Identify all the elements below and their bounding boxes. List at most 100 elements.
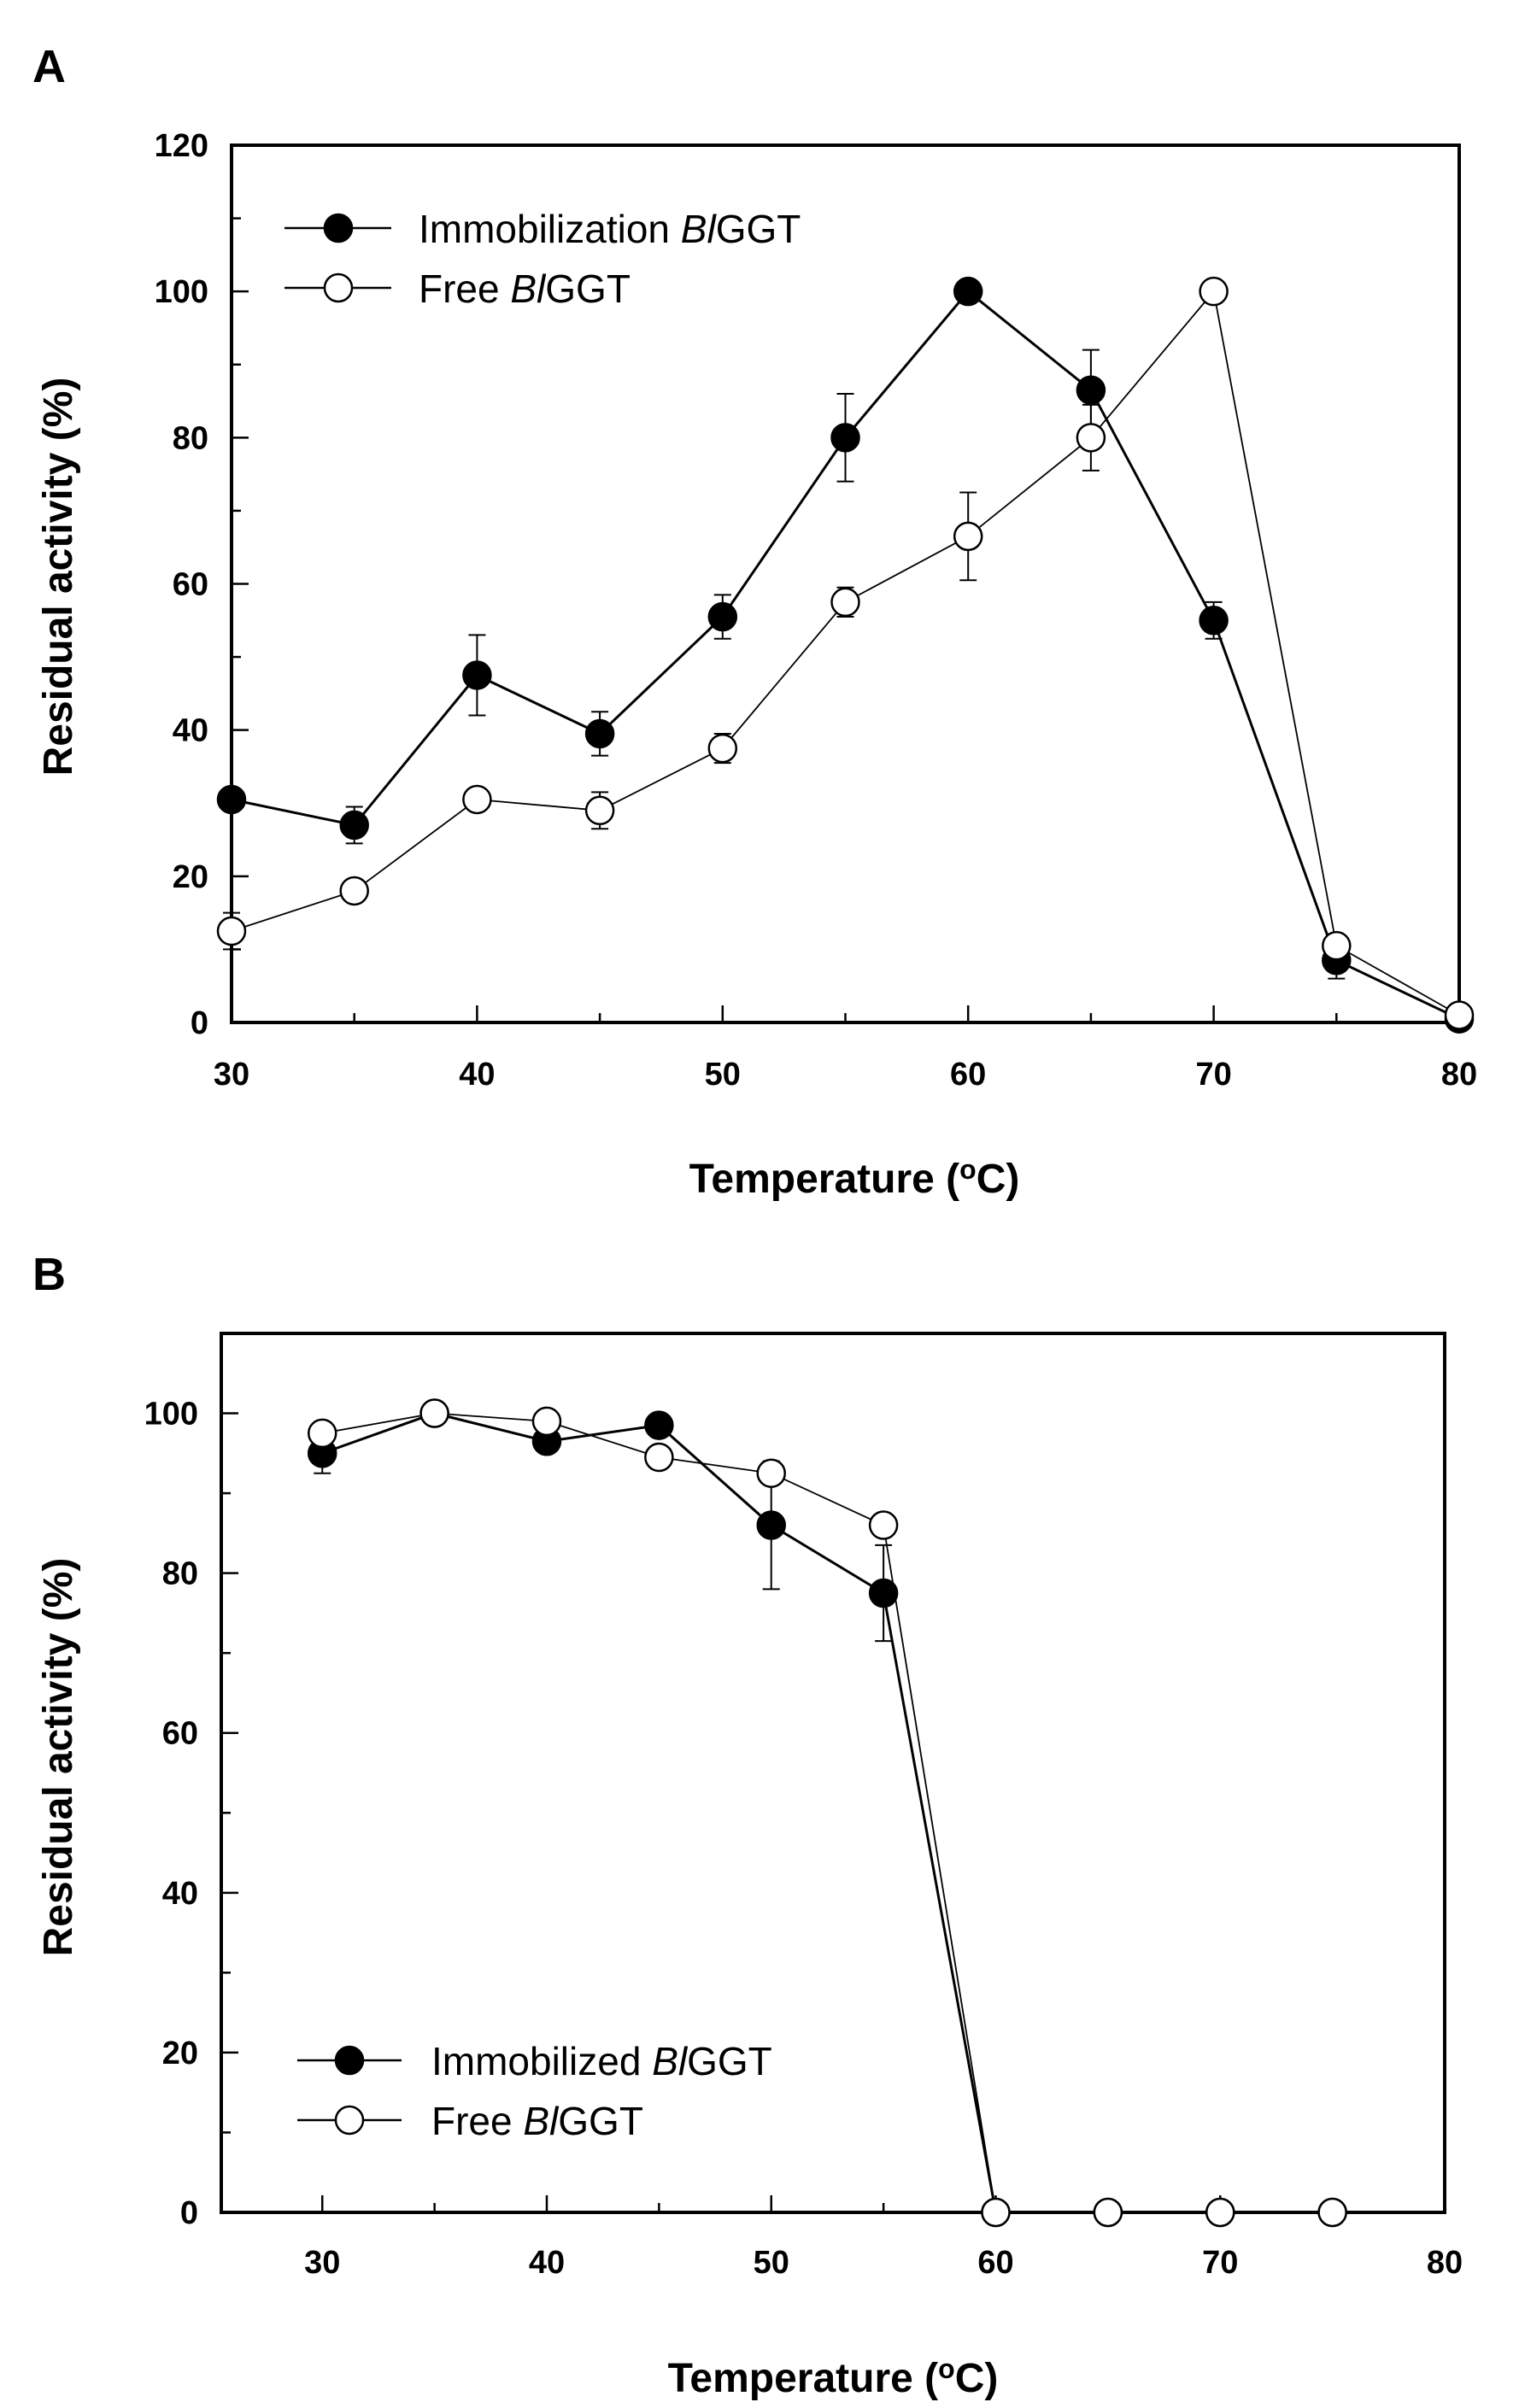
data-point-a-immobilized: [584, 718, 615, 749]
data-point-a-free: [462, 784, 492, 815]
legend-label-free-b-italic: Bl: [523, 2099, 560, 2143]
x-tick-label-b: 30: [304, 2245, 340, 2281]
y-tick-label-b: 0: [180, 2195, 198, 2231]
legend-label-immobilized: Immobilized BlGGT: [431, 2039, 772, 2083]
data-point-b-free: [981, 2197, 1011, 2228]
data-point-a-immobilized: [462, 660, 492, 690]
data-point-b-free: [1205, 2197, 1235, 2228]
legend-label-free-a-italic: Bl: [510, 267, 547, 311]
data-point-a-free: [339, 876, 369, 906]
plot-frame-a: [230, 144, 1461, 1024]
x-axis-title-a: Temperature (oC): [689, 1154, 1020, 1202]
y-tick-label-a: 120: [155, 128, 208, 164]
x-tick-label-a: 40: [459, 1057, 495, 1093]
data-point-a-free: [953, 521, 983, 552]
y-tick-label-a: 80: [173, 420, 208, 456]
legend-marker-immobilization: [323, 213, 354, 243]
y-axis-title-b: Residual activity (%): [36, 1558, 81, 1957]
legend-label-free-b-prefix: Free: [431, 2099, 523, 2143]
y-tick-label-a: 0: [191, 1005, 208, 1041]
x-tick-label-b: 60: [977, 2245, 1013, 2281]
plot-area-b: 30 40 50 60 70 80 0 20 40 60 80 100: [144, 1332, 1463, 2281]
legend-marker-free-a: [323, 272, 354, 303]
x-axis-title-b-sup: o: [938, 2353, 955, 2384]
data-point-b-immobilized: [644, 1410, 674, 1440]
data-point-a-free: [830, 587, 860, 618]
y-tick-label-a: 60: [173, 567, 208, 603]
x-tick-label-b: 80: [1427, 2245, 1463, 2281]
data-point-a-immobilized: [216, 784, 247, 815]
data-point-a-free: [1199, 276, 1229, 307]
series-line-b-immobilized: [321, 1411, 1333, 2214]
panel-label-b: B: [32, 1249, 66, 1300]
legend-a: Immobilization BlGGT Free BlGGT: [284, 207, 801, 311]
data-point-b-free: [1093, 2197, 1123, 2228]
data-point-b-free: [1317, 2197, 1347, 2228]
legend-label-free-a: Free BlGGT: [419, 267, 631, 311]
data-point-b-free: [868, 1510, 899, 1540]
panel-b: B Residual activity (%) Temperature (oC)…: [32, 1249, 1463, 2401]
legend-b: Immobilized BlGGT Free BlGGT: [297, 2039, 772, 2143]
legend-label-immobilization-italic: Bl: [681, 207, 718, 251]
x-tick-label-a: 80: [1441, 1057, 1477, 1093]
legend-label-immobilized-prefix: Immobilized: [431, 2039, 652, 2083]
data-point-a-immobilized: [339, 810, 369, 841]
data-point-a-immobilized: [1076, 375, 1106, 405]
series-line-b-free: [322, 1412, 1333, 2213]
x-axis-title-a-end: C): [977, 1157, 1020, 1202]
legend-label-immobilized-suffix: GGT: [687, 2039, 772, 2083]
panel-a: A Residual activity (%) Temperature (oC)…: [32, 41, 1477, 1202]
data-point-b-immobilized: [868, 1578, 899, 1608]
x-axis-title-b-main: Temperature (: [668, 2356, 939, 2401]
y-tick-label-a: 20: [173, 859, 208, 895]
legend-label-free-a-prefix: Free: [419, 267, 510, 311]
legend-marker-immobilized: [334, 2045, 365, 2076]
data-point-a-free: [707, 733, 738, 764]
data-point-b-free: [307, 1418, 337, 1449]
data-point-a-immobilized: [953, 276, 983, 307]
x-tick-label-b: 70: [1202, 2245, 1238, 2281]
data-point-a-immobilized: [707, 601, 738, 632]
x-tick-label-a: 50: [705, 1057, 741, 1093]
data-point-b-free: [756, 1458, 786, 1488]
data-point-a-free: [1076, 423, 1106, 453]
legend-label-immobilized-italic: Bl: [652, 2039, 689, 2083]
x-axis-title-a-sup: o: [959, 1154, 977, 1185]
legend-label-immobilization-suffix: GGT: [716, 207, 801, 251]
legend-label-free-b: Free BlGGT: [431, 2099, 643, 2143]
legend-label-immobilization: Immobilization BlGGT: [419, 207, 801, 251]
x-tick-label-a: 60: [950, 1057, 986, 1093]
x-axis-title-b: Temperature (oC): [668, 2353, 999, 2401]
x-tick-label-a: 30: [214, 1057, 249, 1093]
x-tick-label-a: 70: [1195, 1057, 1231, 1093]
data-point-b-free: [531, 1406, 562, 1437]
y-tick-label-b: 80: [162, 1556, 198, 1592]
x-tick-label-b: 40: [529, 2245, 565, 2281]
y-axis-title-a: Residual activity (%): [36, 378, 81, 776]
legend-label-free-b-suffix: GGT: [558, 2099, 643, 2143]
y-tick-label-a: 40: [173, 713, 208, 749]
legend-marker-free-b: [334, 2105, 365, 2136]
y-tick-label-b: 60: [162, 1716, 198, 1752]
x-tick-label-b: 50: [754, 2245, 789, 2281]
data-point-a-immobilized: [1199, 606, 1229, 636]
data-point-a-free: [216, 916, 247, 946]
data-point-a-free: [1322, 930, 1352, 961]
data-point-a-immobilized: [830, 423, 860, 453]
y-tick-label-b: 100: [144, 1397, 198, 1432]
plot-area-a: 30 40 50 60 70 80 0 20 40 60 80 100 120: [155, 128, 1478, 1093]
panel-label-a: A: [32, 41, 66, 92]
legend-label-immobilization-prefix: Immobilization: [419, 207, 681, 251]
x-axis-title-b-end: C): [955, 2356, 999, 2401]
data-point-b-free: [644, 1442, 674, 1473]
data-point-b-free: [419, 1398, 449, 1428]
y-tick-label-b: 20: [162, 2036, 198, 2071]
data-point-a-free: [1444, 1000, 1475, 1030]
legend-label-free-a-suffix: GGT: [545, 267, 631, 311]
x-axis-title-a-main: Temperature (: [689, 1157, 960, 1202]
plot-frame-b: [220, 1332, 1446, 2214]
y-tick-label-a: 100: [155, 274, 208, 310]
y-tick-label-b: 40: [162, 1876, 198, 1912]
data-point-a-free: [584, 795, 615, 826]
